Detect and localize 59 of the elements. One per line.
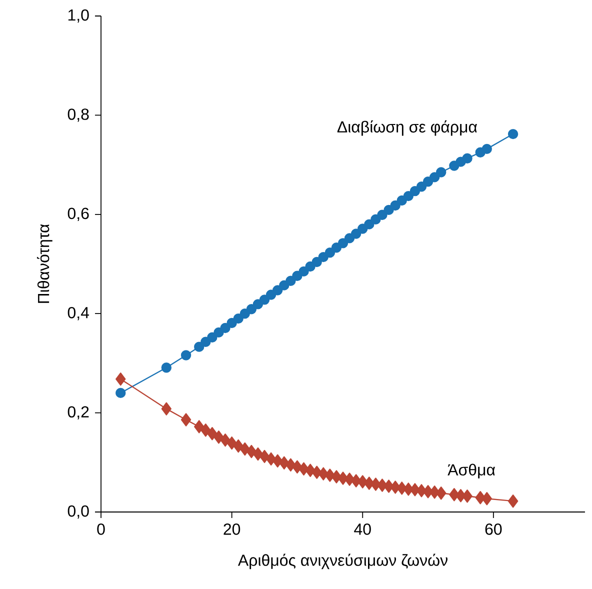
point	[246, 304, 257, 314]
point	[429, 172, 440, 182]
y-axis-title: Πιθανότητα	[36, 224, 52, 303]
series-label: Διαβίωση σε φάρμα	[337, 120, 478, 136]
y-tick-label: 0,2	[68, 406, 89, 420]
point	[377, 210, 388, 220]
point	[116, 372, 126, 386]
point	[482, 492, 492, 506]
point	[233, 439, 244, 453]
point	[194, 342, 204, 352]
y-tick-label: 1,0	[68, 9, 89, 23]
x-tick-label: 60	[485, 524, 502, 535]
point	[259, 294, 270, 305]
series-label: Άσθμα	[448, 464, 496, 478]
point	[462, 153, 472, 164]
point	[233, 313, 244, 324]
point	[240, 442, 250, 456]
point	[226, 436, 237, 450]
point	[180, 350, 192, 360]
y-tick-label: 0,0	[68, 505, 89, 519]
point	[390, 200, 400, 211]
point	[246, 444, 257, 458]
point	[180, 413, 192, 426]
point	[286, 276, 296, 286]
point	[298, 266, 309, 277]
y-tick-label: 0,6	[68, 208, 89, 222]
x-tick-label: 40	[354, 524, 371, 535]
point	[220, 322, 230, 334]
point	[116, 388, 126, 398]
point	[462, 490, 472, 503]
point	[436, 167, 446, 178]
point	[220, 433, 230, 447]
point	[161, 402, 172, 416]
point	[403, 190, 414, 202]
point	[252, 447, 264, 461]
point	[200, 424, 211, 437]
y-tick-label: 0,4	[68, 306, 90, 320]
point	[364, 219, 374, 230]
point	[508, 128, 518, 140]
point	[312, 256, 322, 268]
point	[259, 450, 270, 464]
point	[272, 285, 283, 296]
point	[436, 486, 446, 500]
point	[194, 420, 204, 434]
point	[214, 430, 224, 444]
point	[207, 332, 218, 343]
point	[207, 427, 218, 440]
point	[350, 228, 362, 239]
y-tick-label: 0,8	[68, 108, 89, 122]
point	[416, 182, 427, 192]
x-tick-label: 0	[97, 524, 105, 535]
x-tick-label: 20	[224, 524, 240, 535]
point	[482, 144, 492, 154]
point	[324, 247, 336, 258]
point	[508, 494, 518, 508]
point	[161, 362, 172, 373]
x-axis-title: Αριθμός ανιχνεύσιμων ζωνών	[238, 554, 448, 570]
point	[338, 238, 348, 248]
point	[279, 456, 290, 470]
